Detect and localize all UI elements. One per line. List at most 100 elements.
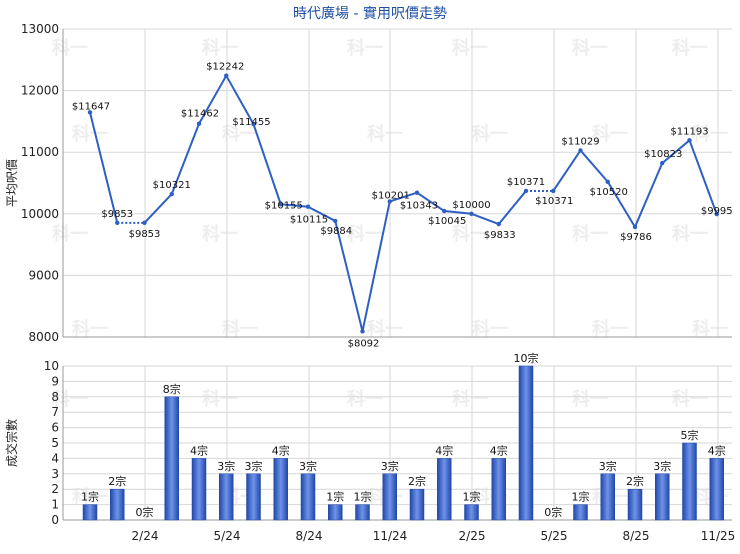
price-point-label: $10371 — [535, 196, 573, 207]
transaction-bar — [164, 396, 179, 521]
bottom-y-tick-label: 8 — [51, 390, 59, 404]
watermark-text: 科一 — [367, 318, 403, 340]
price-point — [687, 138, 692, 143]
price-line-segment — [497, 190, 527, 225]
transaction-bar-label: 0宗 — [136, 505, 154, 519]
price-point-label: $9884 — [320, 226, 352, 237]
price-point — [87, 110, 93, 115]
top-y-tick-label: 12000 — [21, 84, 59, 98]
price-line-segment — [89, 112, 119, 224]
bottom-y-tick-label: 1 — [51, 498, 59, 512]
bottom-y-tick-label: 5 — [51, 436, 59, 450]
price-line-segment — [170, 123, 200, 195]
transaction-bar — [273, 458, 288, 521]
watermark-text: 科一 — [572, 37, 608, 59]
price-line-segment — [552, 149, 582, 192]
price-point-label: $10321 — [153, 180, 191, 191]
price-point — [714, 211, 719, 217]
bottom-y-tick-label: 10 — [44, 359, 59, 373]
transaction-bar-label: 4宗 — [708, 443, 726, 457]
price-point-label: $9833 — [484, 230, 516, 241]
transaction-bar — [191, 458, 207, 521]
bottom-y-tick-label: 4 — [51, 451, 59, 465]
price-line-segment — [471, 212, 500, 226]
watermark-text: 科一 — [52, 388, 88, 410]
bottom-y-tick-label: 0 — [51, 513, 59, 527]
transaction-bar-label: 1宗 — [572, 490, 590, 504]
transaction-bar-label: 2宗 — [108, 474, 126, 488]
bottom-x-tick-label: 8/24 — [296, 529, 323, 543]
transaction-bar — [709, 458, 724, 521]
top-y-tick-label: 9000 — [28, 268, 59, 282]
price-point-label: $10115 — [290, 215, 328, 226]
price-point — [578, 148, 583, 153]
price-line-segment — [198, 75, 228, 125]
bottom-x-tick-label: 2/25 — [459, 529, 486, 543]
bottom-bars — [82, 365, 724, 521]
watermark-text: 科一 — [202, 388, 238, 410]
price-point — [251, 121, 256, 127]
price-point-label: $10343 — [400, 201, 438, 212]
price-point-label: $9995 — [701, 206, 733, 217]
price-point-label: $12242 — [206, 62, 244, 73]
bottom-x-tick-label: 11/25 — [701, 529, 736, 543]
price-line-segment — [225, 75, 255, 125]
bottom-y-tick-label: 6 — [51, 421, 59, 435]
price-point-label: $8092 — [348, 338, 380, 349]
transaction-bar — [464, 504, 479, 521]
price-point-label: $11647 — [72, 101, 110, 112]
transaction-bar — [600, 473, 615, 521]
price-line-segment — [416, 191, 445, 212]
transaction-bar — [82, 504, 98, 521]
bottom-y-tick-label: 3 — [51, 467, 59, 481]
bottom-y-tick-label: 2 — [51, 482, 59, 496]
watermark-text: 科一 — [347, 223, 383, 245]
transaction-bar-label: 4宗 — [190, 443, 208, 457]
price-line-segment — [143, 193, 173, 224]
watermark-text: 科一 — [592, 318, 628, 340]
price-point — [333, 218, 338, 224]
price-line-segment — [334, 220, 364, 332]
watermark-text: 科一 — [72, 318, 108, 340]
watermark-text: 科一 — [572, 388, 608, 410]
price-line-segment — [444, 210, 472, 215]
transaction-bar-label: 5宗 — [681, 428, 699, 442]
transaction-bar — [110, 488, 125, 521]
watermark-text: 科一 — [72, 123, 108, 145]
transaction-bar-label: 3宗 — [381, 459, 399, 473]
price-point — [360, 329, 365, 334]
bottom-y-axis-label: 成交宗數 — [4, 419, 19, 467]
top-series — [87, 73, 719, 334]
bottom-x-tick-label: 5/25 — [541, 529, 568, 543]
price-point — [196, 121, 202, 126]
bottom-x-tick-label: 11/24 — [373, 529, 408, 543]
price-point — [660, 160, 665, 166]
price-point-label: $10045 — [428, 216, 466, 227]
watermark-text: 科一 — [672, 37, 708, 59]
watermark-text: 科一 — [367, 123, 403, 145]
price-point — [278, 202, 283, 207]
transaction-bar — [219, 473, 234, 521]
bottom-labels: 1宗 2宗 0宗 8宗 4宗 3宗 3宗 4宗 3宗 1宗 1宗 3宗 2宗 4宗 1宗 4宗 10宗 0宗 1宗 3… — [81, 351, 726, 519]
price-point — [169, 191, 174, 197]
price-point — [632, 224, 638, 230]
price-line-segment — [361, 201, 391, 332]
price-point — [414, 190, 420, 195]
transaction-bar — [655, 473, 670, 521]
watermark-text: 科一 — [692, 318, 728, 340]
price-line-segment — [606, 181, 636, 228]
bottom-x-tick-label: 2/24 — [132, 529, 159, 543]
transaction-bar — [382, 473, 397, 521]
watermark-text: 科一 — [52, 37, 88, 59]
price-point-label: $11462 — [181, 109, 219, 120]
price-line-segment — [634, 162, 664, 228]
transaction-bar — [491, 458, 506, 521]
transaction-bar — [573, 504, 588, 521]
price-point — [496, 221, 501, 227]
transaction-bar-label: 3宗 — [245, 459, 263, 473]
watermark-text: 科一 — [452, 388, 488, 410]
watermark-text: 科一 — [202, 37, 238, 59]
watermark-text: 科一 — [472, 318, 508, 340]
